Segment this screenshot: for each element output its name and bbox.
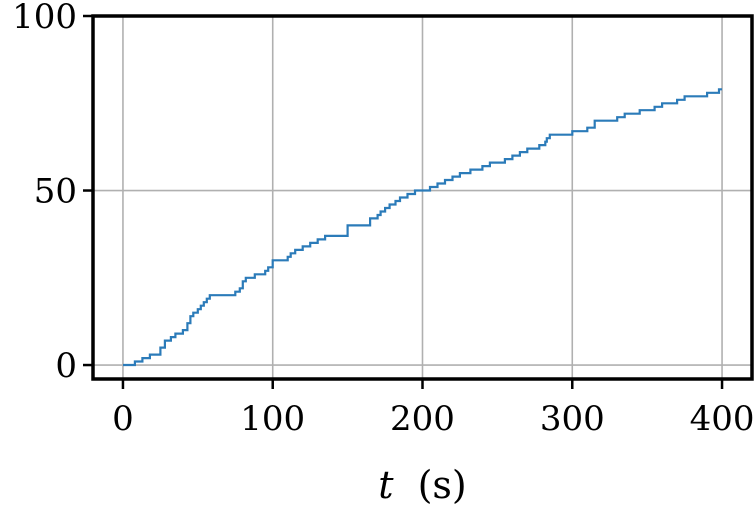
x-tick-label: 400 xyxy=(690,399,755,439)
x-tick-label: 200 xyxy=(390,399,455,439)
series-line xyxy=(123,88,722,367)
x-axis-label: t (s) xyxy=(378,463,467,506)
x-tick-label: 0 xyxy=(112,399,134,439)
x-axis-unit: (s) xyxy=(418,463,467,506)
x-axis-variable: t xyxy=(378,463,394,506)
y-tick-label: 0 xyxy=(55,346,77,386)
ticks: 0 100 200 300 400 0 50 100 xyxy=(12,0,754,439)
x-tick-label: 100 xyxy=(240,399,305,439)
y-tick-label: 50 xyxy=(34,172,77,212)
grid xyxy=(93,15,752,379)
y-tick-label: 100 xyxy=(12,0,77,37)
x-tick-label: 300 xyxy=(540,399,605,439)
